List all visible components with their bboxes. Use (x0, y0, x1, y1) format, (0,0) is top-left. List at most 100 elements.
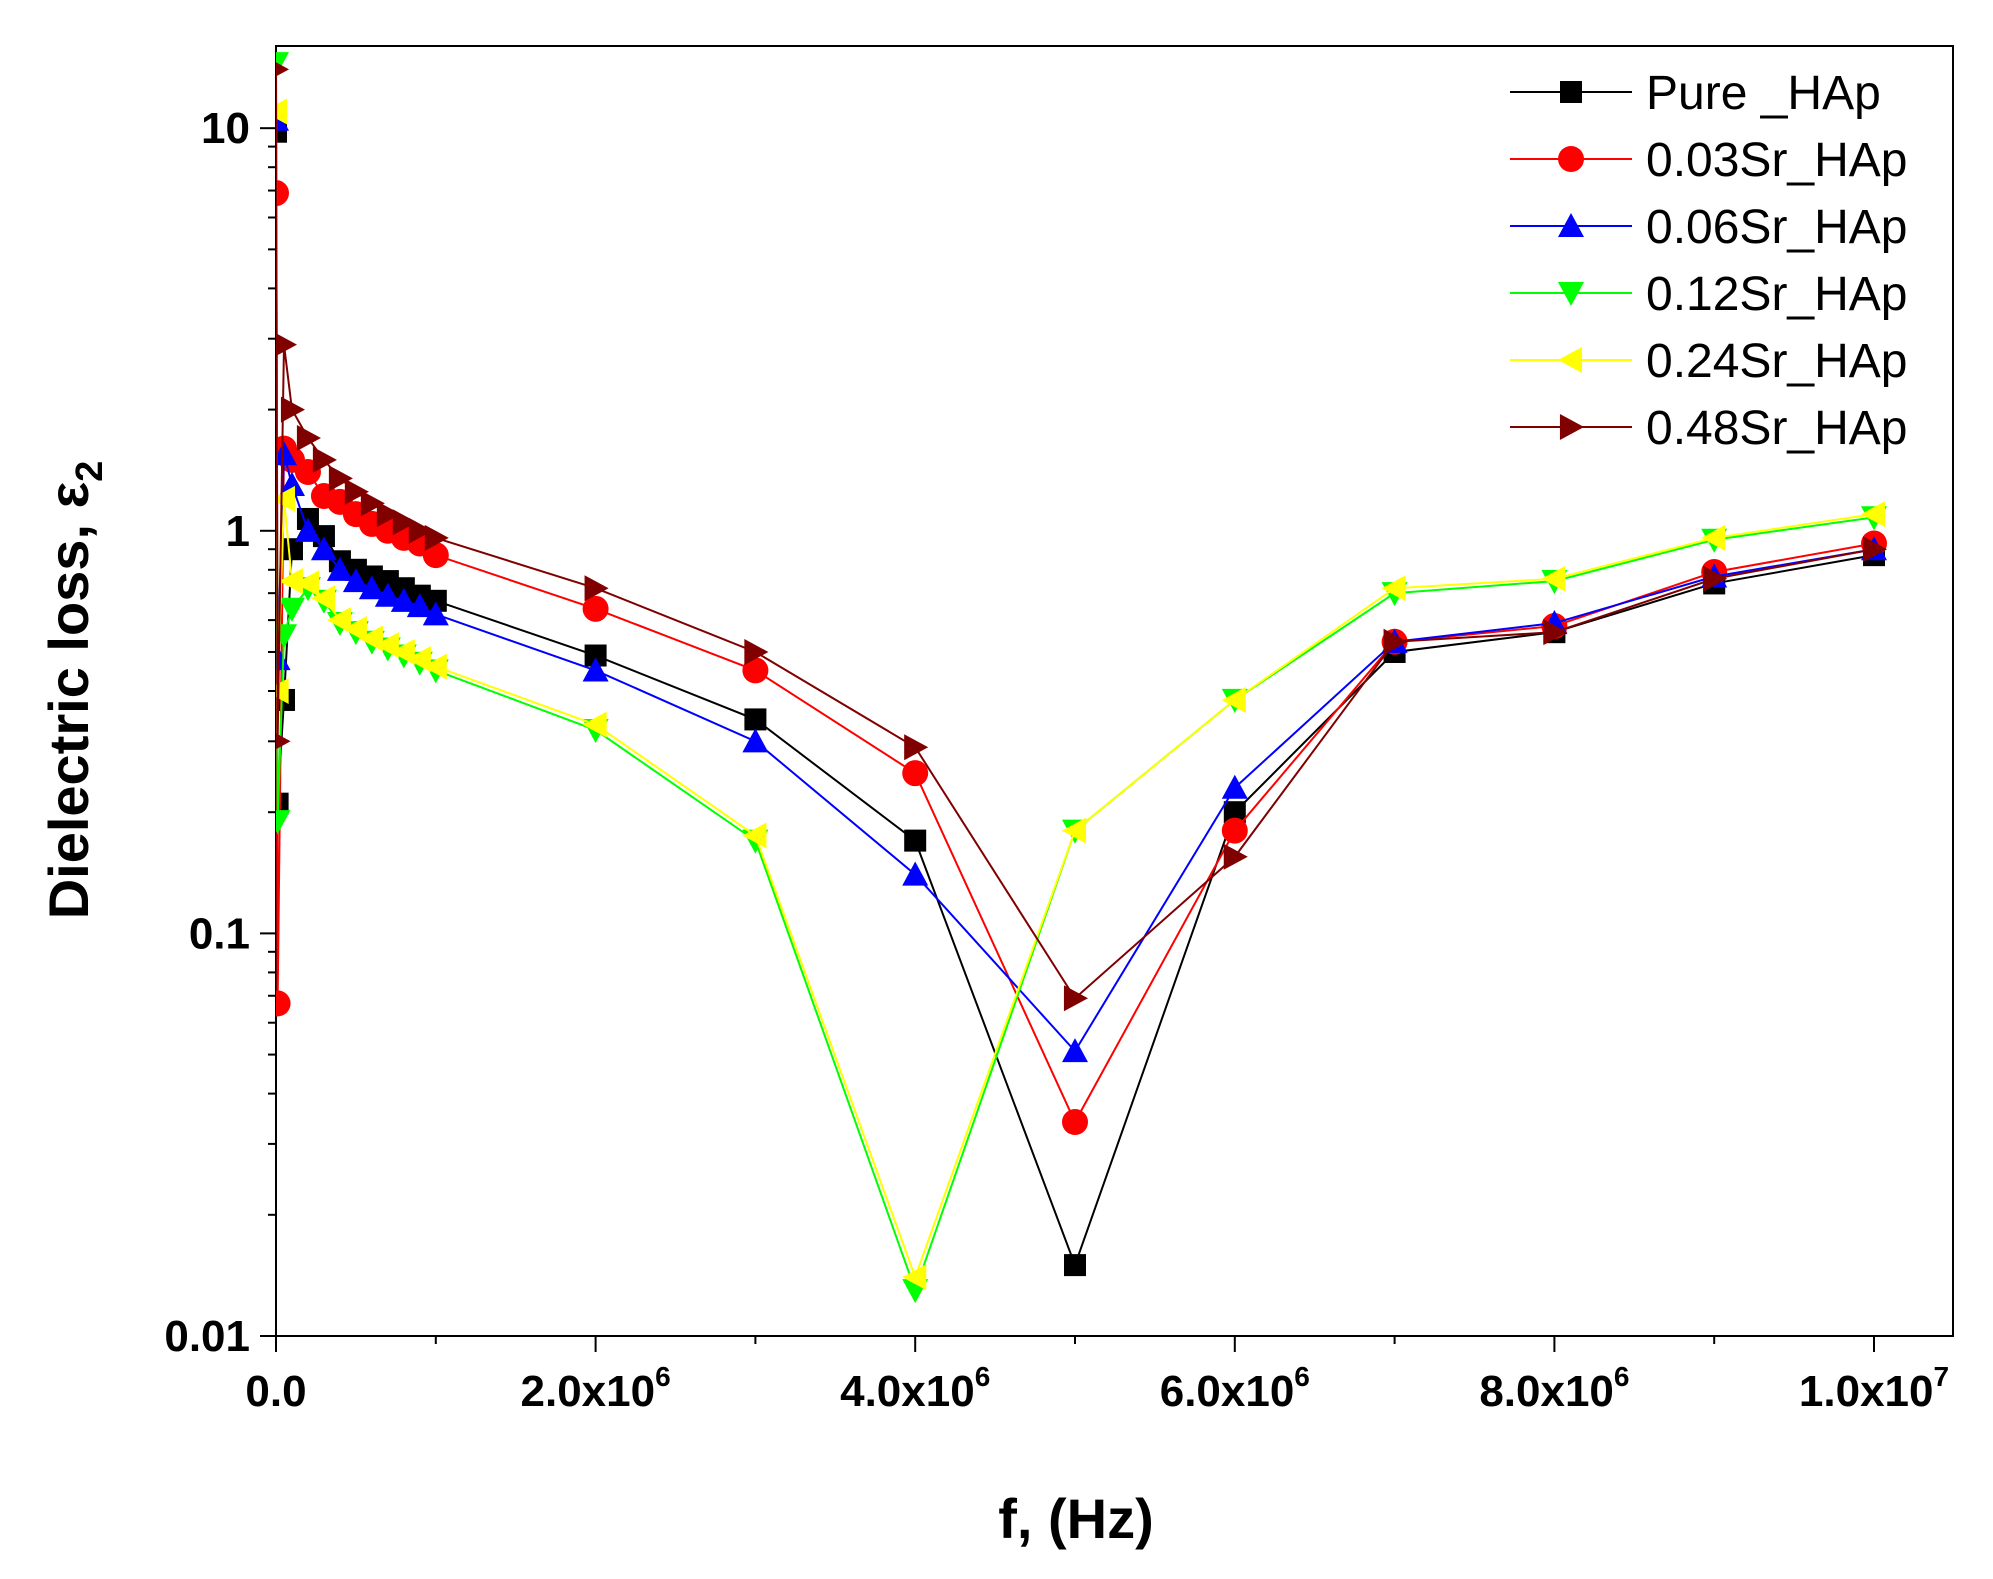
data-point (278, 568, 304, 595)
legend-marker (1559, 414, 1584, 440)
legend: Pure _HAp 0.03Sr_HAp 0.06Sr_HAp 0.12Sr_HAp 0… (1510, 67, 1908, 455)
y-tick-label: 0.1 (189, 909, 250, 958)
legend-label: 0.24Sr_HAp (1646, 335, 1908, 388)
legend-marker (1558, 146, 1584, 172)
data-point (276, 624, 297, 649)
y-axis-title-group: Dielectric loss, ε2 (37, 461, 111, 920)
data-point (422, 601, 449, 626)
data-point (582, 595, 609, 622)
data-point (276, 810, 291, 835)
data-point (310, 536, 337, 561)
data-point (408, 517, 433, 544)
legend-label: 0.48Sr_HAp (1646, 402, 1908, 455)
x-tick-label: 8.0x106 (1479, 1361, 1629, 1416)
data-point (1862, 536, 1887, 563)
legend-item: 0.06Sr_HAp (1510, 201, 1908, 254)
data-point (276, 733, 291, 750)
legend-item: 0.48Sr_HAp (1510, 402, 1908, 455)
data-point (374, 582, 401, 607)
data-point (582, 657, 609, 682)
data-point (276, 62, 290, 77)
data-point (280, 538, 303, 561)
svg-text:Dielectric loss, ε2: Dielectric loss, ε2 (37, 461, 111, 920)
y-axis-title: Dielectric loss, ε (37, 482, 100, 919)
y-axis: 0.01 0.1 1 10 (164, 104, 276, 1361)
data-point (360, 490, 385, 517)
data-point (326, 556, 353, 581)
data-point (1221, 774, 1248, 799)
data-point (390, 587, 417, 612)
data-point (744, 708, 767, 731)
data-point (1223, 801, 1246, 824)
series-0-48sr-hap (276, 62, 1887, 1012)
x-tick-label: 0.0 (245, 1367, 306, 1416)
legend-label: 0.03Sr_HAp (1646, 134, 1908, 187)
data-point (312, 446, 337, 473)
legend-label: 0.06Sr_HAp (1646, 201, 1908, 254)
data-point (342, 568, 369, 593)
data-point (904, 734, 929, 761)
x-tick-label: 1.0x107 (1799, 1361, 1949, 1416)
data-point (902, 760, 929, 787)
data-point (1063, 985, 1088, 1012)
data-point (744, 638, 769, 665)
data-point (1541, 565, 1566, 592)
data-point (328, 465, 353, 492)
legend-marker (1558, 213, 1584, 238)
data-point (902, 1264, 927, 1291)
data-point (276, 180, 290, 207)
data-point (422, 653, 447, 680)
series-layer (276, 52, 1887, 1304)
data-point (1062, 817, 1087, 844)
data-point (358, 575, 385, 600)
legend-marker (1560, 81, 1582, 103)
data-point (1703, 565, 1728, 592)
x-axis-title: f, (Hz) (998, 1487, 1154, 1550)
data-point (294, 517, 321, 542)
legend-label: 0.12Sr_HAp (1646, 268, 1908, 321)
data-point (424, 589, 447, 612)
data-point (584, 644, 607, 667)
y-tick-label: 0.01 (164, 1312, 250, 1361)
data-point (1543, 619, 1568, 646)
legend-label: Pure _HAp (1646, 67, 1881, 120)
data-point (1861, 501, 1886, 528)
data-point (1064, 1254, 1086, 1277)
y-axis-title-subscript: 2 (69, 461, 111, 482)
data-point (276, 990, 291, 1017)
data-point (278, 471, 305, 496)
data-point (902, 861, 929, 886)
data-point (326, 607, 351, 634)
data-point (294, 570, 320, 597)
data-point (904, 829, 927, 852)
data-point (584, 575, 609, 602)
data-point (342, 616, 367, 643)
data-point (392, 509, 417, 536)
data-point (742, 822, 767, 849)
data-point (276, 98, 288, 125)
legend-item: Pure _HAp (1510, 67, 1881, 120)
data-point (422, 542, 449, 569)
data-point (310, 585, 335, 612)
data-point (276, 485, 296, 512)
x-tick-label: 6.0x106 (1160, 1361, 1310, 1416)
series-0-24sr-hap (276, 98, 1886, 1291)
legend-item: 0.03Sr_HAp (1510, 134, 1908, 187)
data-point (406, 593, 433, 618)
data-point (344, 478, 369, 505)
y-tick-label: 1 (226, 507, 250, 556)
legend-marker (1558, 347, 1583, 373)
data-point (742, 728, 769, 753)
data-point (1062, 1038, 1088, 1063)
data-point (276, 333, 297, 356)
x-tick-label: 4.0x106 (840, 1361, 990, 1416)
data-point (1383, 628, 1408, 655)
data-point (742, 657, 769, 684)
data-point (1223, 843, 1248, 870)
data-point (296, 425, 321, 452)
data-point (1221, 817, 1248, 844)
y-tick-label: 10 (201, 104, 250, 153)
data-point (278, 597, 305, 622)
legend-item: 0.12Sr_HAp (1510, 268, 1908, 321)
